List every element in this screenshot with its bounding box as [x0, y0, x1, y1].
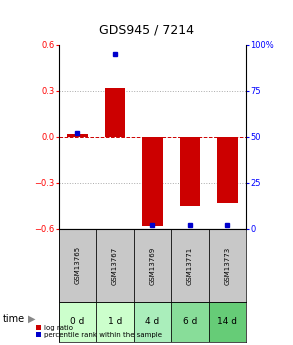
- Legend: log ratio, percentile rank within the sample: log ratio, percentile rank within the sa…: [36, 325, 162, 338]
- Text: 14 d: 14 d: [217, 317, 237, 326]
- Bar: [209, 302, 246, 342]
- Text: 6 d: 6 d: [183, 317, 197, 326]
- Bar: [134, 229, 171, 302]
- Bar: [59, 302, 96, 342]
- Bar: [180, 137, 200, 206]
- Bar: [59, 229, 96, 302]
- Bar: [209, 229, 246, 302]
- Text: GSM13769: GSM13769: [149, 246, 155, 285]
- Bar: [105, 88, 125, 137]
- Text: 4 d: 4 d: [145, 317, 159, 326]
- Text: time: time: [3, 314, 25, 324]
- Text: GSM13771: GSM13771: [187, 246, 193, 285]
- Bar: [171, 302, 209, 342]
- Bar: [96, 302, 134, 342]
- Bar: [96, 229, 134, 302]
- Text: ▶: ▶: [28, 314, 35, 324]
- Bar: [67, 134, 88, 137]
- Text: GSM13773: GSM13773: [224, 246, 230, 285]
- Text: 0 d: 0 d: [70, 317, 85, 326]
- Text: 1 d: 1 d: [108, 317, 122, 326]
- Bar: [142, 137, 163, 226]
- Text: GSM13765: GSM13765: [74, 246, 80, 285]
- Bar: [134, 302, 171, 342]
- Bar: [217, 137, 238, 203]
- Text: GSM13767: GSM13767: [112, 246, 118, 285]
- Text: GDS945 / 7214: GDS945 / 7214: [99, 23, 194, 36]
- Bar: [171, 229, 209, 302]
